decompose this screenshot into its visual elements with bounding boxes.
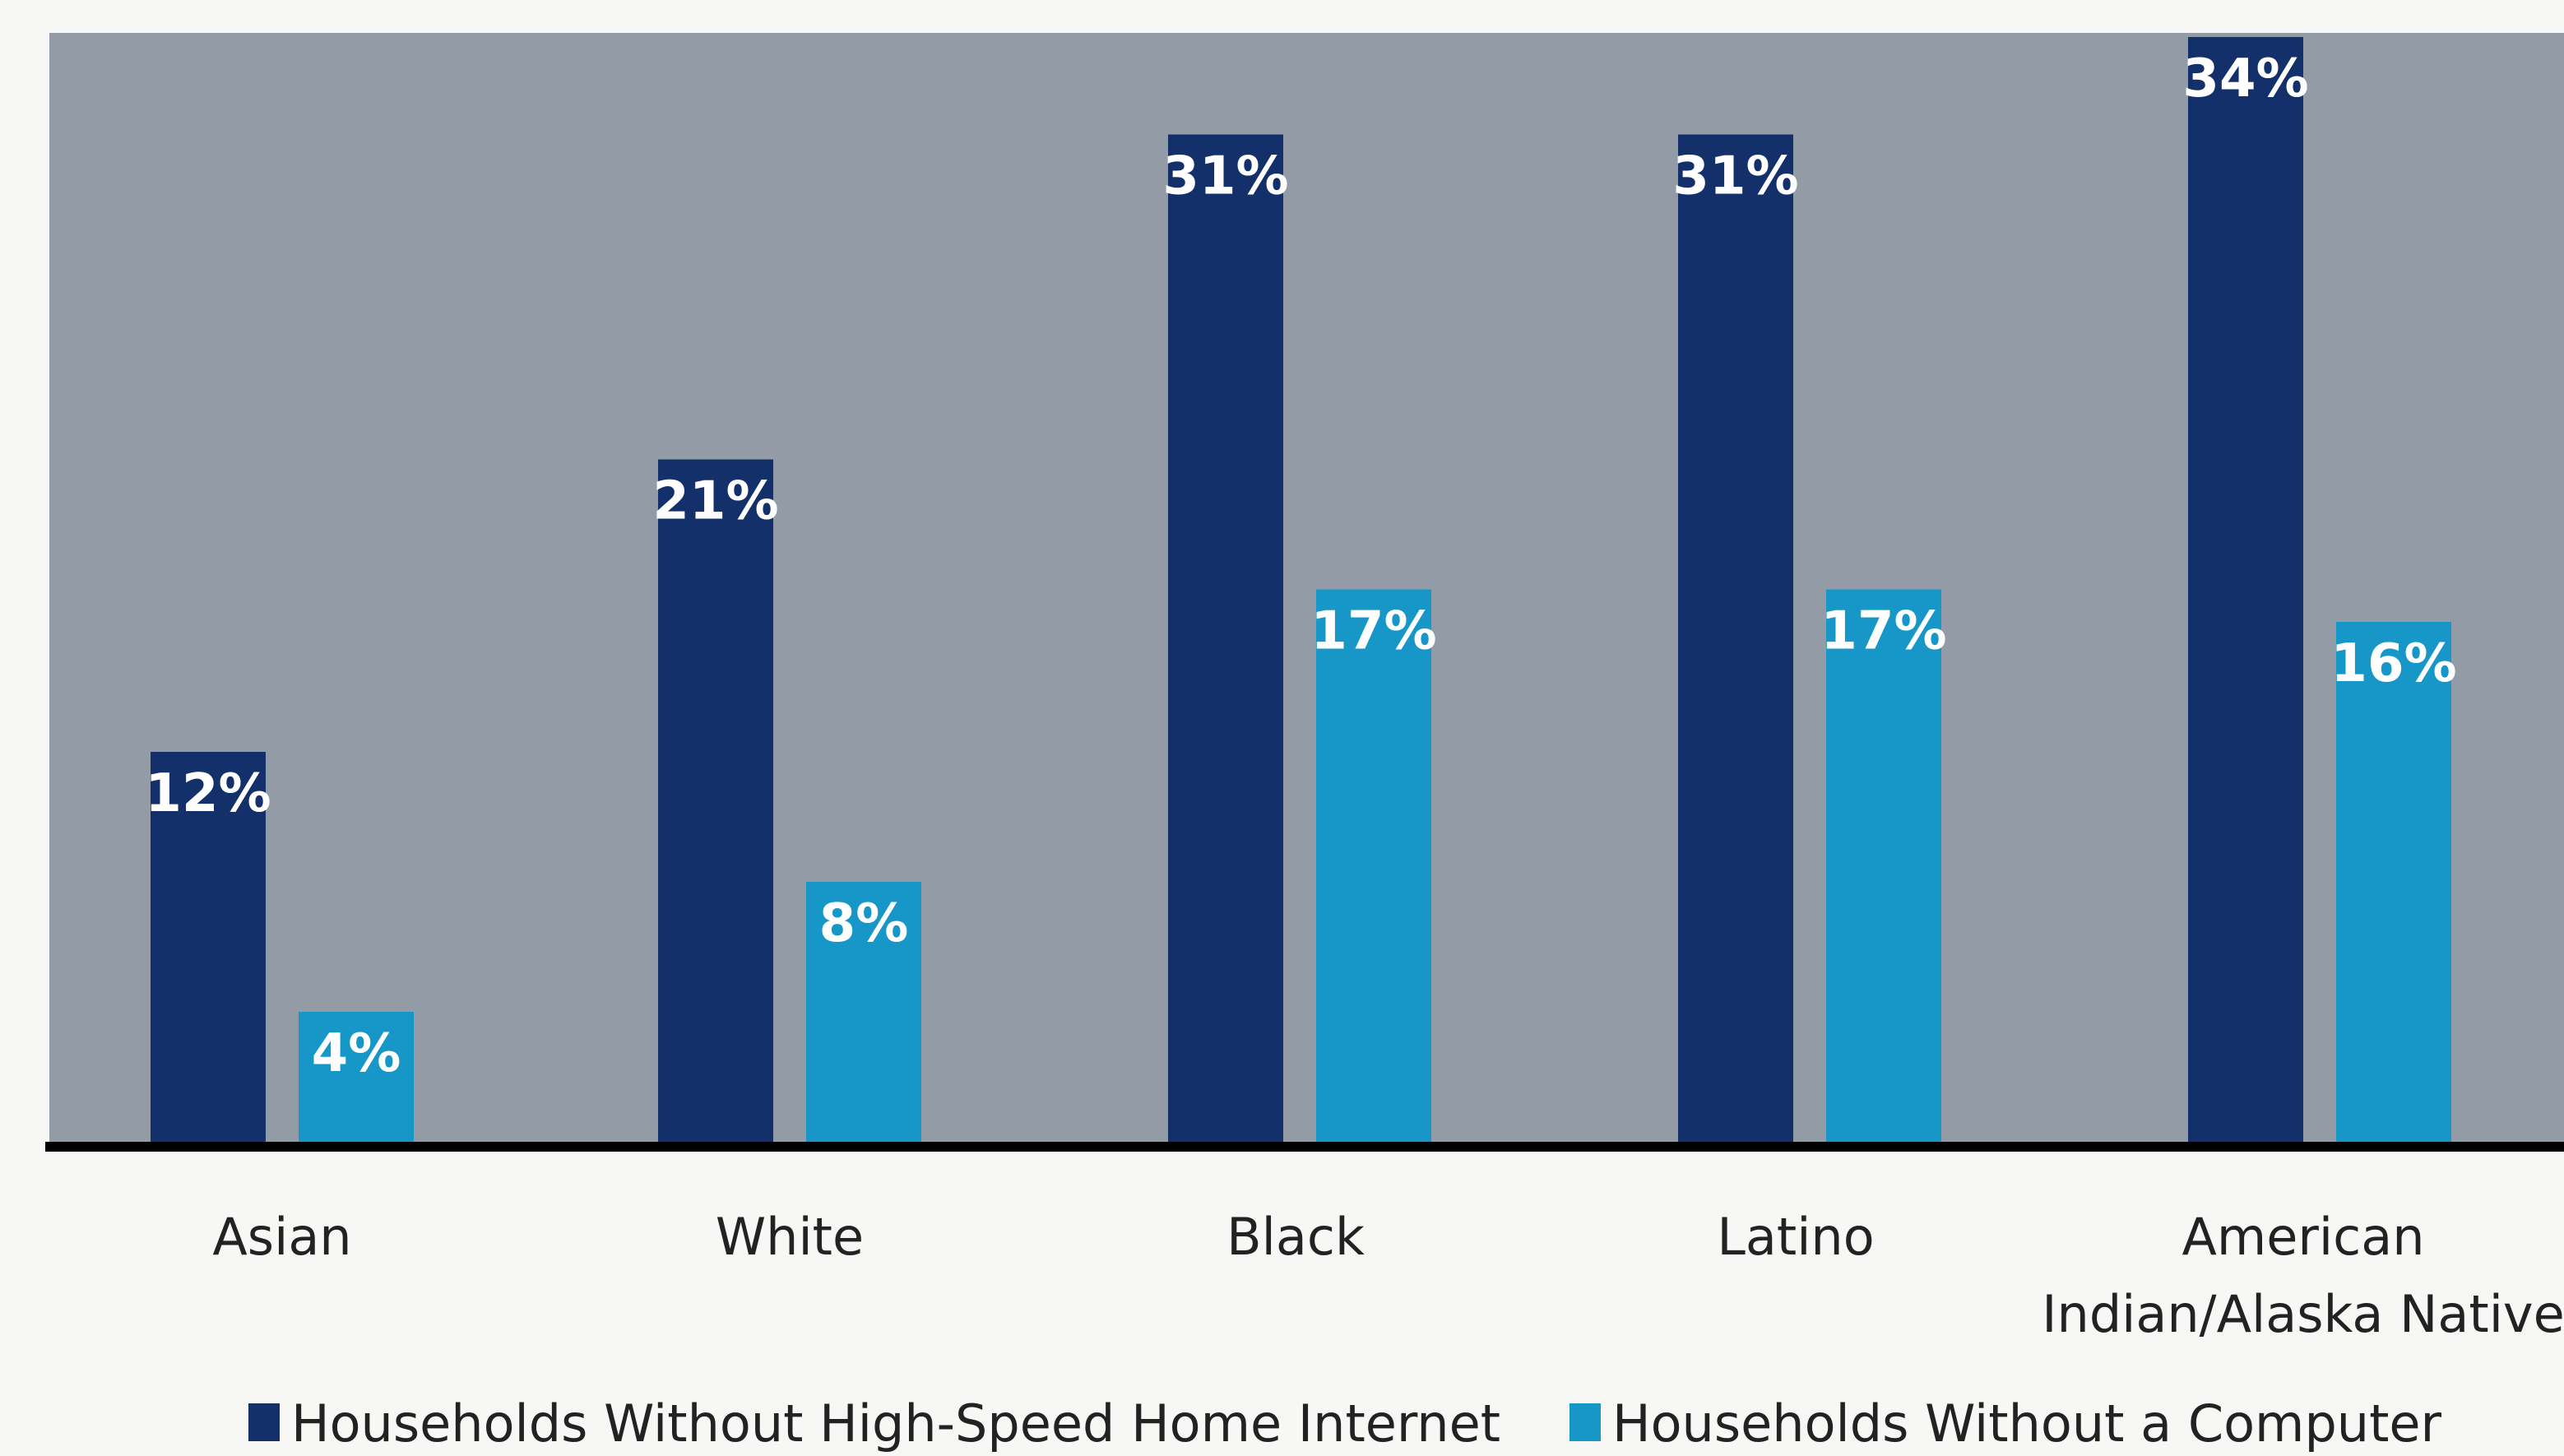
data-label-series2-5: 16% <box>2330 633 2456 694</box>
category-label-3: Black <box>1226 1207 1365 1267</box>
bar-series1-2 <box>658 459 773 1142</box>
data-label-series2-4: 17% <box>1820 601 1946 662</box>
bar-series1-5 <box>2188 37 2303 1142</box>
bars-group: 12% 21% 31% 31% 34% 4% 8% 17% 17% 16% <box>145 37 2457 1142</box>
data-label-series1-3: 31% <box>1162 146 1288 207</box>
data-label-series1-2: 21% <box>652 471 778 532</box>
bar-series1-4 <box>1678 134 1793 1142</box>
category-label-1: Asian <box>212 1207 351 1267</box>
bar-series2-2 <box>806 882 921 1142</box>
bar-series2-3 <box>1316 589 1431 1142</box>
plot-area <box>49 33 2564 1143</box>
bar-series2-1 <box>299 1012 414 1142</box>
category-label-5-line2: Indian/Alaska Native <box>2042 1284 2564 1344</box>
data-label-series2-3: 17% <box>1310 601 1436 662</box>
data-label-series1-5: 34% <box>2182 49 2308 109</box>
bar-series1-1 <box>151 752 266 1142</box>
bar-series2-4 <box>1826 589 1941 1142</box>
category-label-4: Latino <box>1717 1207 1874 1267</box>
data-label-series2-2: 8% <box>819 893 909 954</box>
category-label-2: White <box>716 1207 864 1267</box>
bar-series1-3 <box>1168 134 1283 1142</box>
category-label-5-line1: American <box>2181 1207 2424 1267</box>
legend-label-2: Households Without a Computer <box>1612 1393 2442 1454</box>
legend-swatch-2 <box>1569 1403 1601 1441</box>
category-labels: Asian White Black Latino American Indian/Alas… <box>212 1207 2564 1344</box>
data-label-series1-4: 31% <box>1672 146 1798 207</box>
legend-swatch-1 <box>248 1403 280 1441</box>
data-label-series2-1: 4% <box>312 1023 401 1084</box>
data-label-series1-1: 12% <box>145 763 271 824</box>
bar-series2-5 <box>2336 622 2451 1142</box>
legend: Households Without High-Speed Home Inter… <box>248 1393 2442 1454</box>
legend-label-1: Households Without High-Speed Home Inter… <box>291 1393 1500 1454</box>
x-axis-line <box>45 1142 2564 1152</box>
